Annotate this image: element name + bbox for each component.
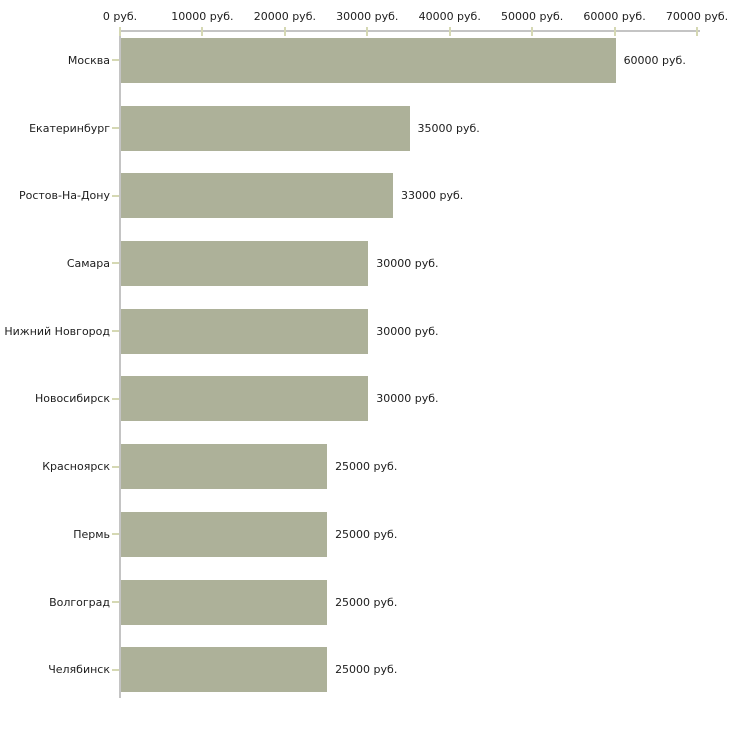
y-axis-line [119,30,121,698]
x-axis-tick-label: 10000 руб. [171,10,234,23]
bar [121,444,328,490]
x-axis-tick-label: 60000 руб. [583,10,646,23]
x-axis-tick [119,27,121,36]
x-axis-tick [201,27,204,36]
x-axis-tick [448,27,451,36]
bar [121,240,369,286]
category-tick [112,59,119,62]
category-label: Красноярск [42,460,110,474]
value-label: 25000 руб. [335,527,398,541]
x-axis-tick-label: 20000 руб. [253,10,316,23]
category-label: Новосибирск [34,392,110,406]
category-label: Москва [67,53,110,67]
category-tick [112,262,119,265]
x-axis-tick-label: 40000 руб. [418,10,481,23]
x-axis-tick-label: 0 руб. [102,10,138,23]
category-tick [112,668,119,671]
bar [121,511,328,557]
value-label: 25000 руб. [335,460,398,474]
x-axis-tick [696,27,698,36]
x-axis-tick-label: 30000 руб. [336,10,399,23]
bar [121,37,616,83]
x-axis-tick [366,27,369,36]
value-label: 30000 руб. [376,324,439,338]
bar [121,173,393,219]
x-axis-tick [613,27,616,36]
category-label: Пермь [73,527,110,541]
category-tick [112,533,119,536]
value-label: 60000 руб. [623,53,686,67]
value-label: 33000 руб. [401,189,464,203]
x-axis-line [120,30,700,32]
x-axis-tick [283,27,286,36]
category-tick [112,330,119,333]
category-label: Самара [66,256,110,270]
bar [121,308,369,354]
category-tick [112,127,119,130]
category-tick [112,601,119,604]
x-axis-tick-label: 70000 руб. [665,10,729,23]
category-tick [112,465,119,468]
category-label: Екатеринбург [29,121,110,135]
bar [121,376,369,422]
bar [121,105,410,151]
value-label: 35000 руб. [417,121,480,135]
bar [121,579,328,625]
value-label: 25000 руб. [335,663,398,677]
category-label: Челябинск [48,663,110,677]
x-axis-tick [531,27,534,36]
category-tick [112,194,119,197]
x-axis-tick-label: 50000 руб. [501,10,564,23]
value-label: 30000 руб. [376,392,439,406]
category-label: Нижний Новгород [4,324,110,338]
category-tick [112,397,119,400]
bar [121,647,328,693]
value-label: 30000 руб. [376,256,439,270]
value-label: 25000 руб. [335,595,398,609]
category-label: Ростов-На-Дону [18,189,110,203]
category-label: Волгоград [49,595,110,609]
